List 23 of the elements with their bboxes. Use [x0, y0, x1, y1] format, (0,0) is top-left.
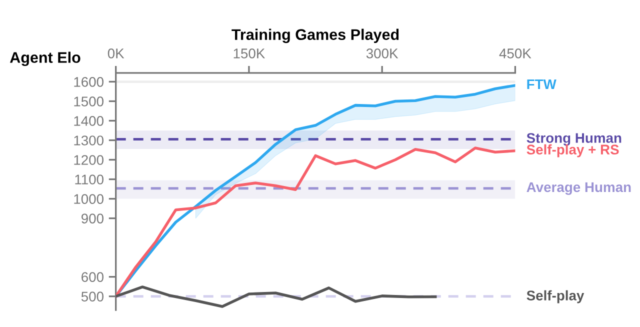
y-tick-label: 600 — [82, 272, 104, 282]
y-tick-label: 1500 — [74, 96, 104, 106]
line-series — [116, 286, 437, 308]
y-axis-title: Agent Elo — [10, 52, 80, 66]
x-tick-label: 0K — [108, 48, 124, 58]
line-series — [116, 146, 516, 298]
y-tick-label: 1400 — [74, 116, 104, 126]
y-tick-label: 1000 — [74, 194, 104, 204]
y-tick-label: 500 — [81, 292, 104, 302]
text: Self-play — [526, 290, 584, 304]
y-tick-label: 900 — [82, 214, 104, 224]
x-tick-label: 150K — [234, 48, 266, 58]
series-label: Self-play + RS — [526, 144, 619, 158]
x-tick-label: 450K — [499, 48, 532, 58]
y-tick-label: 1200 — [74, 155, 104, 165]
ref-line-label: Strong Human — [526, 133, 622, 146]
y-tick-label: 1100 — [75, 174, 104, 184]
y-tick-label: 1600 — [74, 77, 104, 87]
x-axis-title: Training Games Played — [232, 28, 399, 44]
x-tick-label: 300K — [366, 48, 398, 58]
series-label: FTW — [527, 79, 556, 89]
ref-line-label: Average Human — [526, 182, 631, 195]
y-tick-label: 1300 — [74, 136, 104, 146]
